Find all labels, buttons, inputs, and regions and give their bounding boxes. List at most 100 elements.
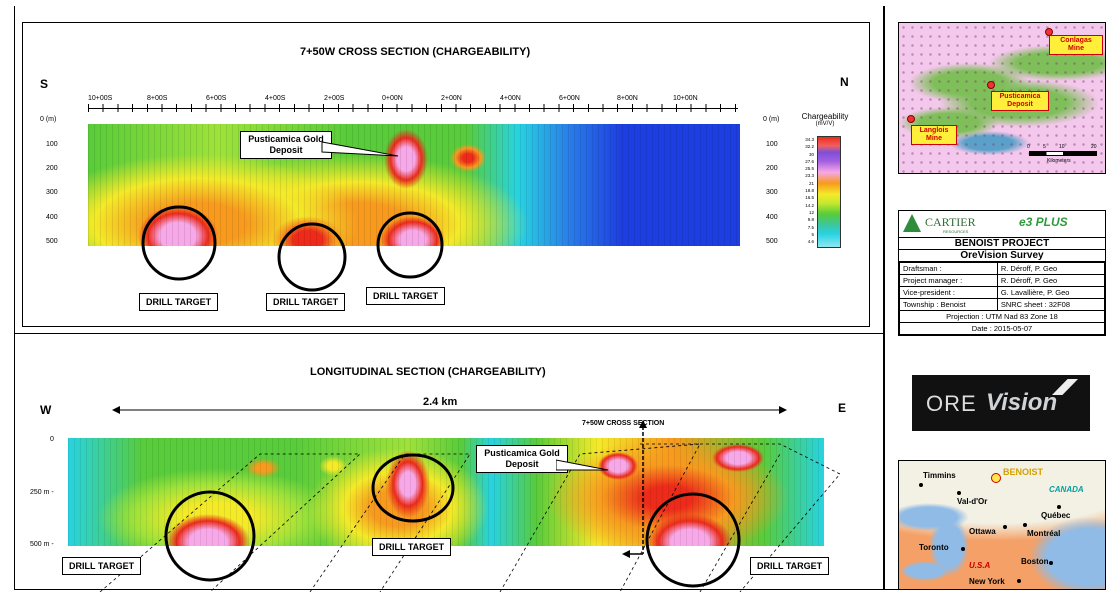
legend-colorbar: [817, 136, 841, 248]
top-tick: 2+00N: [441, 95, 462, 102]
cartier-logo: [903, 214, 921, 232]
depth-tick: 300: [46, 189, 58, 196]
long-deposit-pointer: [556, 459, 609, 471]
country-canada: CANADA: [1049, 485, 1084, 494]
city-dot: [1003, 525, 1007, 529]
top-tick: 0+00N: [382, 95, 403, 102]
depth-tick: 100: [46, 141, 58, 148]
chargeability-legend: Chargeability (mV/V) 34.3 32.2 30 27.6 2…: [790, 112, 860, 248]
depth-tick-right: 500: [766, 238, 778, 245]
legend-value: 7.5: [807, 224, 814, 230]
row-value: SNRC sheet : 32F08: [996, 298, 1106, 311]
scale-tick: 10: [1059, 144, 1065, 150]
depth-tick-right: 300: [766, 189, 778, 196]
date-text: Date : 2015-05-07: [899, 322, 1105, 335]
north-label: N: [840, 75, 849, 89]
longitudinal-image: [68, 438, 824, 546]
drill-target-circle: [164, 490, 256, 582]
section-divider: [14, 333, 884, 334]
e3plus-logo: e3 PLUS: [1019, 215, 1068, 229]
orevision-logo-vision: Vision: [986, 389, 1058, 416]
legend-value: 30: [808, 151, 814, 157]
city-boston: Boston: [1021, 557, 1049, 566]
legend-value: 9.8: [807, 217, 814, 223]
legend-value: 34.3: [805, 137, 814, 142]
table-row: Township : Benoist SNRC sheet : 32F08: [899, 298, 1106, 311]
top-tick: 10+00S: [88, 95, 113, 102]
title-block: CARTIER RESOURCES e3 PLUS BENOIST PROJEC…: [898, 210, 1106, 336]
dashed-zone-line: [699, 453, 781, 592]
scale-tick: 0: [1027, 144, 1030, 150]
row-label: Vice-president :: [899, 286, 998, 299]
city-timmins: Timmins: [923, 471, 956, 480]
long-drill-target-label: DRILL TARGET: [62, 557, 142, 575]
city-quebec: Québec: [1041, 511, 1071, 520]
long-depth-tick: 250 m -: [30, 489, 54, 496]
row-label: Township : Benoist: [899, 298, 998, 311]
cross-section-marker-arrow: [639, 420, 647, 428]
legend-value: 23.3: [805, 173, 814, 179]
legend-value: 12: [808, 209, 814, 215]
drill-target-circle: [371, 453, 455, 523]
row-label: Project manager :: [899, 274, 998, 287]
survey-name: OreVision Survey: [899, 250, 1105, 262]
table-row: Date : 2015-05-07: [899, 322, 1105, 335]
map-label-langlois: Langlois Mine: [911, 125, 957, 145]
city-dot: [1057, 505, 1061, 509]
scale-tick: 20: [1091, 144, 1097, 150]
top-tick: 6+00N: [559, 95, 580, 102]
cross-section-stripes: [88, 124, 740, 246]
legend-value: 27.6: [805, 158, 814, 164]
long-depth-tick: 500 m -: [30, 541, 54, 548]
longitudinal-overlay: [99, 420, 840, 592]
top-tick: 8+00S: [147, 95, 168, 102]
depth-tick-right: 100: [766, 141, 778, 148]
table-row: Projection : UTM Nad 83 Zone 18: [899, 310, 1105, 323]
projection-text: Projection : UTM Nad 83 Zone 18: [899, 310, 1105, 323]
depth-tick: 500: [46, 238, 58, 245]
dashed-zone-line: [640, 443, 840, 592]
legend-unit: (mV/V): [815, 121, 835, 127]
city-dot: [957, 491, 961, 495]
legend-value: 18.8: [805, 188, 814, 194]
top-tick: 10+00N: [673, 95, 698, 102]
cross-drill-target-label: DRILL TARGET: [266, 293, 346, 311]
long-drill-target-label: DRILL TARGET: [372, 538, 452, 556]
city-dot: [1017, 579, 1021, 583]
city-ottawa: Ottawa: [969, 527, 996, 536]
city-dot: [1023, 523, 1027, 527]
drill-target-circle: [376, 211, 444, 279]
legend-value: 25.5: [805, 166, 814, 172]
long-deposit-label: Pusticamica Gold Deposit: [476, 445, 568, 473]
city-dot: [919, 483, 923, 487]
drill-target-circle: [645, 492, 741, 588]
dashed-zone-line: [309, 453, 471, 592]
table-row: Draftsman : R. Déroff, P. Geo: [899, 262, 1106, 275]
mine-marker: [907, 115, 915, 123]
legend-value: 21: [808, 180, 814, 186]
west-label: W: [40, 403, 52, 417]
top-tick: 4+00S: [265, 95, 286, 102]
table-row: Vice-president : G. Lavallière, P. Geo: [899, 286, 1106, 299]
legend-title: Chargeability: [801, 112, 849, 121]
top-tick: 2+00S: [324, 95, 345, 102]
title-block-logos: CARTIER RESOURCES e3 PLUS: [899, 211, 1105, 238]
city-toronto: Toronto: [919, 543, 949, 552]
cartier-logo-text: CARTIER: [925, 215, 976, 229]
depth-tick: 200: [46, 165, 58, 172]
top-tick: 6+00S: [206, 95, 227, 102]
benoist-marker: [991, 473, 1001, 483]
depth-tick-right: 0 (m): [763, 116, 780, 123]
map-scale-bar: [1029, 151, 1097, 156]
longitudinal-stripes: [68, 438, 824, 546]
legend-values: 34.3 32.2 30 27.6 25.5 23.3 21 18.8 16.5…: [798, 136, 814, 245]
cross-section-ref-label: 7+50W CROSS SECTION: [582, 420, 665, 427]
legend-value: 5: [811, 231, 814, 237]
dashed-zone-line: [499, 443, 701, 592]
longitudinal-title: LONGITUDINAL SECTION (CHARGEABILITY): [310, 366, 546, 378]
row-label: Draftsman :: [899, 262, 998, 275]
south-label: S: [40, 77, 49, 91]
legend-value: 32.2: [805, 144, 814, 150]
title-block-table: Draftsman : R. Déroff, P. Geo Project man…: [899, 262, 1106, 335]
distance-arrow: [112, 406, 787, 414]
